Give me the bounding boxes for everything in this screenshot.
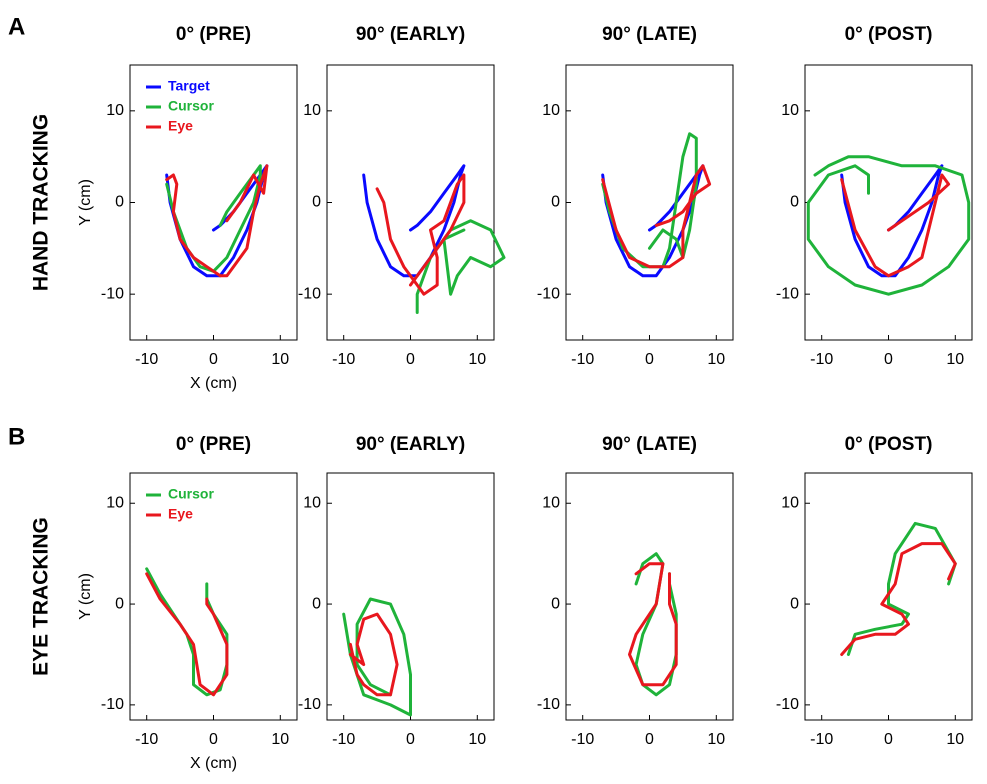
- x-tick-label: 10: [946, 351, 964, 368]
- trajectory: [806, 155, 971, 296]
- y-tick-label: 0: [551, 595, 560, 612]
- x-tick-label: 0: [884, 731, 893, 748]
- legend-label: Eye: [168, 506, 193, 522]
- x-tick-label: 10: [468, 731, 486, 748]
- y-tick-label: -10: [537, 696, 560, 713]
- trajectory: [342, 597, 412, 717]
- x-tick-label: 10: [271, 731, 289, 748]
- panel-title: 0° (PRE): [176, 434, 251, 455]
- legend-label: Eye: [168, 118, 193, 134]
- x-tick-label: -10: [332, 351, 355, 368]
- trajectory: [165, 164, 269, 278]
- panel-title: 90° (LATE): [602, 434, 697, 455]
- x-tick-label: -10: [571, 351, 594, 368]
- x-tick-label: 10: [707, 731, 725, 748]
- x-tick-label: 0: [406, 351, 415, 368]
- y-axis-label: Y (cm): [77, 179, 94, 226]
- panel-title: 90° (EARLY): [356, 434, 465, 455]
- panel-title: 0° (POST): [845, 24, 933, 45]
- y-tick-label: 0: [312, 595, 321, 612]
- legend-label: Target: [168, 78, 210, 94]
- trajectory: [601, 164, 712, 269]
- plot-frame: [804, 64, 973, 341]
- plot-frame: [565, 64, 734, 341]
- x-axis-label: X (cm): [190, 755, 237, 772]
- y-tick-label: -10: [101, 696, 124, 713]
- legend-label: Cursor: [168, 98, 214, 114]
- trajectory: [840, 542, 957, 656]
- trajectory: [348, 612, 399, 697]
- trajectory: [628, 562, 678, 687]
- y-tick-label: 0: [790, 595, 799, 612]
- trajectory: [145, 572, 229, 697]
- x-tick-label: 10: [707, 351, 725, 368]
- y-tick-label: 0: [115, 194, 124, 211]
- trajectory: [601, 164, 705, 278]
- y-tick-label: 10: [542, 102, 560, 119]
- trajectory: [840, 173, 951, 278]
- x-tick-label: 0: [406, 731, 415, 748]
- x-tick-label: -10: [571, 731, 594, 748]
- x-tick-label: 0: [209, 351, 218, 368]
- y-tick-label: 10: [781, 494, 799, 511]
- y-tick-label: 0: [312, 194, 321, 211]
- x-tick-label: 10: [946, 731, 964, 748]
- x-tick-label: -10: [810, 351, 833, 368]
- panel-title: 90° (EARLY): [356, 24, 465, 45]
- trajectory: [165, 164, 262, 273]
- x-tick-label: 0: [645, 351, 654, 368]
- y-tick-label: -10: [537, 285, 560, 302]
- x-tick-label: -10: [810, 731, 833, 748]
- y-tick-label: 0: [551, 194, 560, 211]
- trajectory: [840, 164, 944, 278]
- y-tick-label: 10: [781, 102, 799, 119]
- y-tick-label: 10: [106, 494, 124, 511]
- y-tick-label: 0: [790, 194, 799, 211]
- x-tick-label: -10: [135, 351, 158, 368]
- legend-label: Cursor: [168, 486, 214, 502]
- y-tick-label: -10: [101, 285, 124, 302]
- y-tick-label: -10: [298, 696, 321, 713]
- y-tick-label: -10: [776, 696, 799, 713]
- y-axis-label: Y (cm): [77, 573, 94, 620]
- panel-label: A: [8, 13, 25, 40]
- x-tick-label: 10: [271, 351, 289, 368]
- x-tick-label: 0: [209, 731, 218, 748]
- y-tick-label: -10: [776, 285, 799, 302]
- x-tick-label: 0: [884, 351, 893, 368]
- y-tick-label: 10: [303, 102, 321, 119]
- row-label: EYE TRACKING: [30, 517, 53, 676]
- plot-frame: [326, 64, 495, 341]
- panel-title: 0° (PRE): [176, 24, 251, 45]
- x-tick-label: 0: [645, 731, 654, 748]
- y-tick-label: 10: [542, 494, 560, 511]
- plot-frame: [565, 472, 734, 721]
- panel-title: 90° (LATE): [602, 24, 697, 45]
- y-tick-label: 10: [106, 102, 124, 119]
- x-tick-label: -10: [135, 731, 158, 748]
- y-tick-label: -10: [298, 285, 321, 302]
- x-tick-label: -10: [332, 731, 355, 748]
- y-tick-label: 0: [115, 595, 124, 612]
- trajectory: [362, 164, 466, 278]
- y-tick-label: 10: [303, 494, 321, 511]
- x-tick-label: 10: [468, 351, 486, 368]
- row-label: HAND TRACKING: [30, 114, 53, 291]
- panel-label: B: [8, 423, 25, 450]
- plot-frame: [129, 472, 298, 721]
- x-axis-label: X (cm): [190, 375, 237, 392]
- panel-title: 0° (POST): [845, 434, 933, 455]
- trajectory: [375, 173, 466, 296]
